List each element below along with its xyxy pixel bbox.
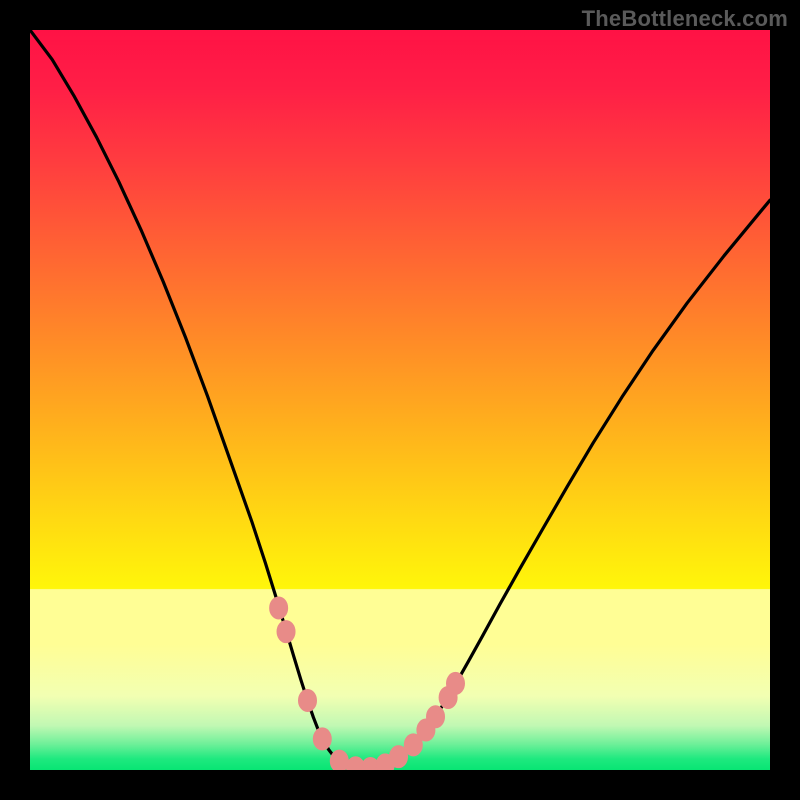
data-marker <box>427 706 445 728</box>
data-marker <box>313 728 331 750</box>
chart-svg <box>30 30 770 770</box>
gradient-background <box>30 30 770 770</box>
plot-area <box>30 30 770 770</box>
chart-frame: TheBottleneck.com <box>0 0 800 800</box>
data-marker <box>270 597 288 619</box>
data-marker <box>299 689 317 711</box>
data-marker <box>277 621 295 643</box>
data-marker <box>330 750 348 770</box>
watermark-text: TheBottleneck.com <box>582 6 788 32</box>
data-marker <box>447 672 465 694</box>
